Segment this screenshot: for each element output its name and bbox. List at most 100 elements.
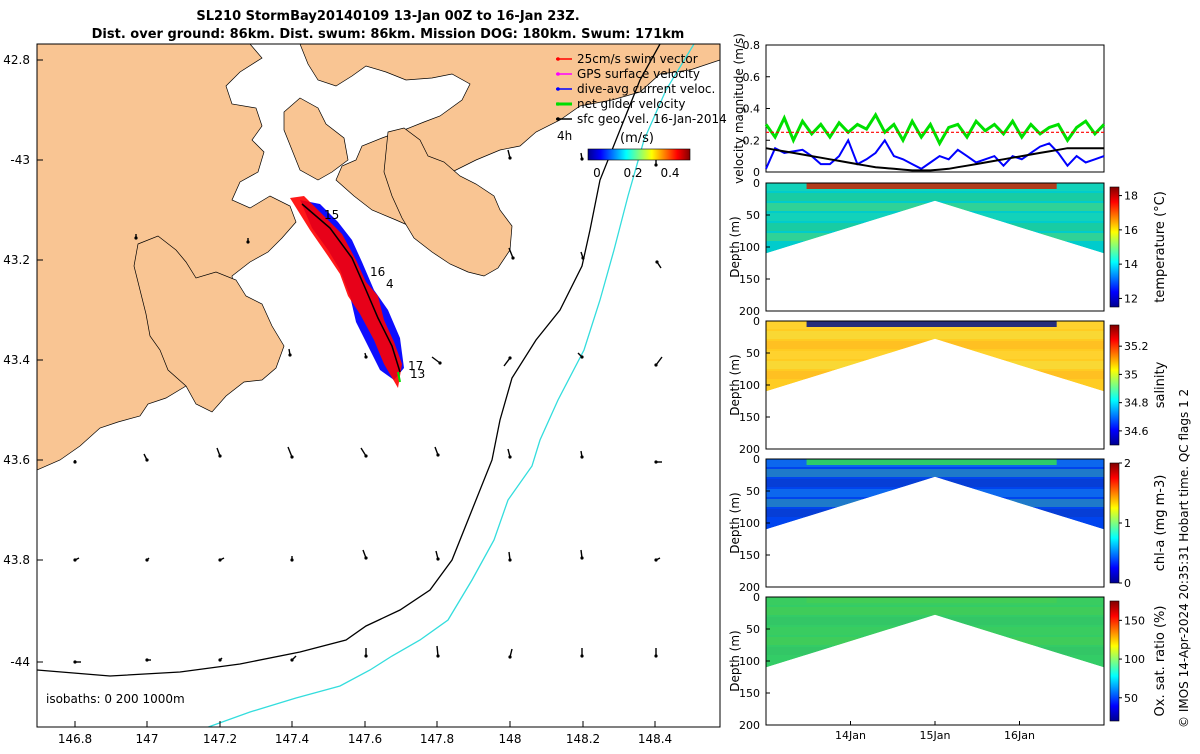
map-y-tick-label: -44: [10, 655, 30, 669]
legend-entry-label: 25cm/s swim vector: [577, 52, 698, 66]
velocity-y-tick-label: 0.4: [743, 103, 761, 116]
velocity-arrow-head: [218, 658, 222, 662]
velocity-arrow-head: [508, 356, 512, 360]
colorbar-tick-label: 16: [1124, 224, 1138, 237]
colorbar-label: chl-a (mg m-3): [1153, 475, 1168, 572]
section-y-tick-label: 100: [739, 517, 760, 530]
velocity-arrow-head: [654, 460, 658, 464]
velocity-arrow-head: [580, 556, 584, 560]
map-y-tick-label: 43.6: [3, 453, 30, 467]
map-x-tick-label: 147.2: [203, 732, 237, 746]
velocity-arrow: [655, 356, 663, 366]
colorbar-tick-label: 100: [1124, 653, 1145, 666]
velocity-arrow-head: [654, 558, 658, 562]
velocity-arrow-head: [73, 558, 77, 562]
land-tasman-peninsula: [133, 235, 285, 413]
velocity-arrow-head: [364, 654, 368, 658]
section-fill: [766, 321, 1104, 392]
velocity-arrow-head: [508, 455, 512, 459]
section-ylabel: Depth (m): [728, 630, 742, 691]
track-label-13: 13: [410, 367, 425, 381]
section-colorbar: [1109, 462, 1120, 584]
isobath-200m: [37, 44, 661, 677]
section-colorbar: [1109, 324, 1120, 446]
velocity-arrow-head: [290, 658, 294, 662]
velocity-arrow-head: [511, 256, 515, 260]
section-y-tick-label: 100: [739, 379, 760, 392]
map-colorbar: [587, 148, 691, 161]
velocity-arrow-head: [218, 558, 222, 562]
legend-marker: [556, 87, 560, 91]
section-panel-3: 0 50 100 150 200 Depth (m) 2 1 0 chl-a (mg m-3): [728, 453, 1168, 594]
velocity-arrow-head: [73, 660, 77, 664]
velocity-series-line: [764, 111, 1106, 147]
section-y-tick-label: 150: [739, 411, 760, 424]
colorbar-label: salinity: [1153, 361, 1168, 408]
figure-title-line1: SL210 StormBay20140109 13-Jan 00Z to 16-…: [196, 9, 579, 24]
section-y-tick-label: 50: [746, 485, 760, 498]
section-ylabel: Depth (m): [728, 354, 742, 415]
credit-text: © IMOS 14-Apr-2024 20:35:31 Hobart time.…: [1177, 389, 1191, 728]
section-surface-layer: [806, 459, 1057, 465]
map-x-tick-label: 147.6: [348, 732, 382, 746]
velocity-y-tick-label: 0.8: [743, 39, 761, 52]
section-y-tick-label: 150: [739, 273, 760, 286]
velocity-arrow-head: [145, 558, 149, 562]
velocity-arrow-head: [581, 256, 585, 260]
section-y-tick-label: 200: [739, 305, 760, 318]
colorbar-tick-label: 1: [1124, 517, 1131, 530]
section-fill: [766, 183, 1104, 254]
velocity-arrow-head: [580, 157, 584, 161]
colorbar-tick-label: 12: [1124, 292, 1138, 305]
velocity-series-line: [765, 147, 1104, 172]
velocity-arrow-head: [364, 355, 368, 359]
section-ylabel: Depth (m): [728, 216, 742, 277]
colorbar-tick-label: 14: [1124, 258, 1138, 271]
figure-title-line2: Dist. over ground: 86km. Dist. swum: 86k…: [92, 27, 685, 42]
colorbar-unit: (m/s): [620, 131, 654, 146]
track-label-4: 4: [386, 277, 394, 291]
section-y-tick-label: 0: [753, 453, 760, 466]
velocity-arrow-head: [508, 655, 512, 659]
colorbar-tick-label: 0: [1124, 577, 1131, 590]
velocity-frame: [765, 44, 1105, 173]
velocity-arrow-head: [436, 654, 440, 658]
velocity-arrow-head: [655, 260, 659, 264]
velocity-arrow-head: [436, 453, 440, 457]
velocity-arrow-head: [654, 363, 658, 367]
section-surface-layer: [806, 321, 1057, 327]
legend-marker: [556, 102, 560, 106]
section-below-data: [766, 476, 1104, 587]
velocity-arrow-head: [508, 156, 512, 160]
track-label-15: 15: [324, 208, 339, 222]
section-texture-band: [766, 469, 1104, 477]
section-texture-band: [766, 607, 1104, 615]
section-below-data: [766, 614, 1104, 725]
colorbar-4h-label: 4h: [557, 129, 572, 143]
section-panel-1: 0 50 100 150 200 Depth (m) 18 16 14 12 temperature…: [728, 177, 1168, 318]
section-colorbar: [1109, 600, 1120, 722]
velocity-arrow-head: [246, 240, 250, 244]
section-fill: [766, 459, 1104, 530]
velocity-arrow: [436, 645, 439, 657]
swim-vector-band: [290, 196, 402, 388]
velocity-arrow-head: [364, 556, 368, 560]
section-below-data: [766, 338, 1104, 449]
velocity-arrow-head: [218, 454, 222, 458]
section-colorbar: [1109, 186, 1120, 308]
velocity-y-tick-label: 0: [753, 166, 760, 179]
map-x-tick-label: 147.4: [275, 732, 309, 746]
section-y-tick-label: 0: [753, 591, 760, 604]
velocity-ylabel: velocity magnitude (m/s): [732, 33, 746, 184]
map-x-tick-label: 147.8: [420, 732, 454, 746]
map-panel: 15 16 4 17 13 146.8 147 147.2 147.4 147.6 147…: [3, 43, 727, 746]
velocity-arrow-head: [654, 654, 658, 658]
legend-marker: [556, 117, 560, 121]
legend-marker: [556, 57, 560, 61]
